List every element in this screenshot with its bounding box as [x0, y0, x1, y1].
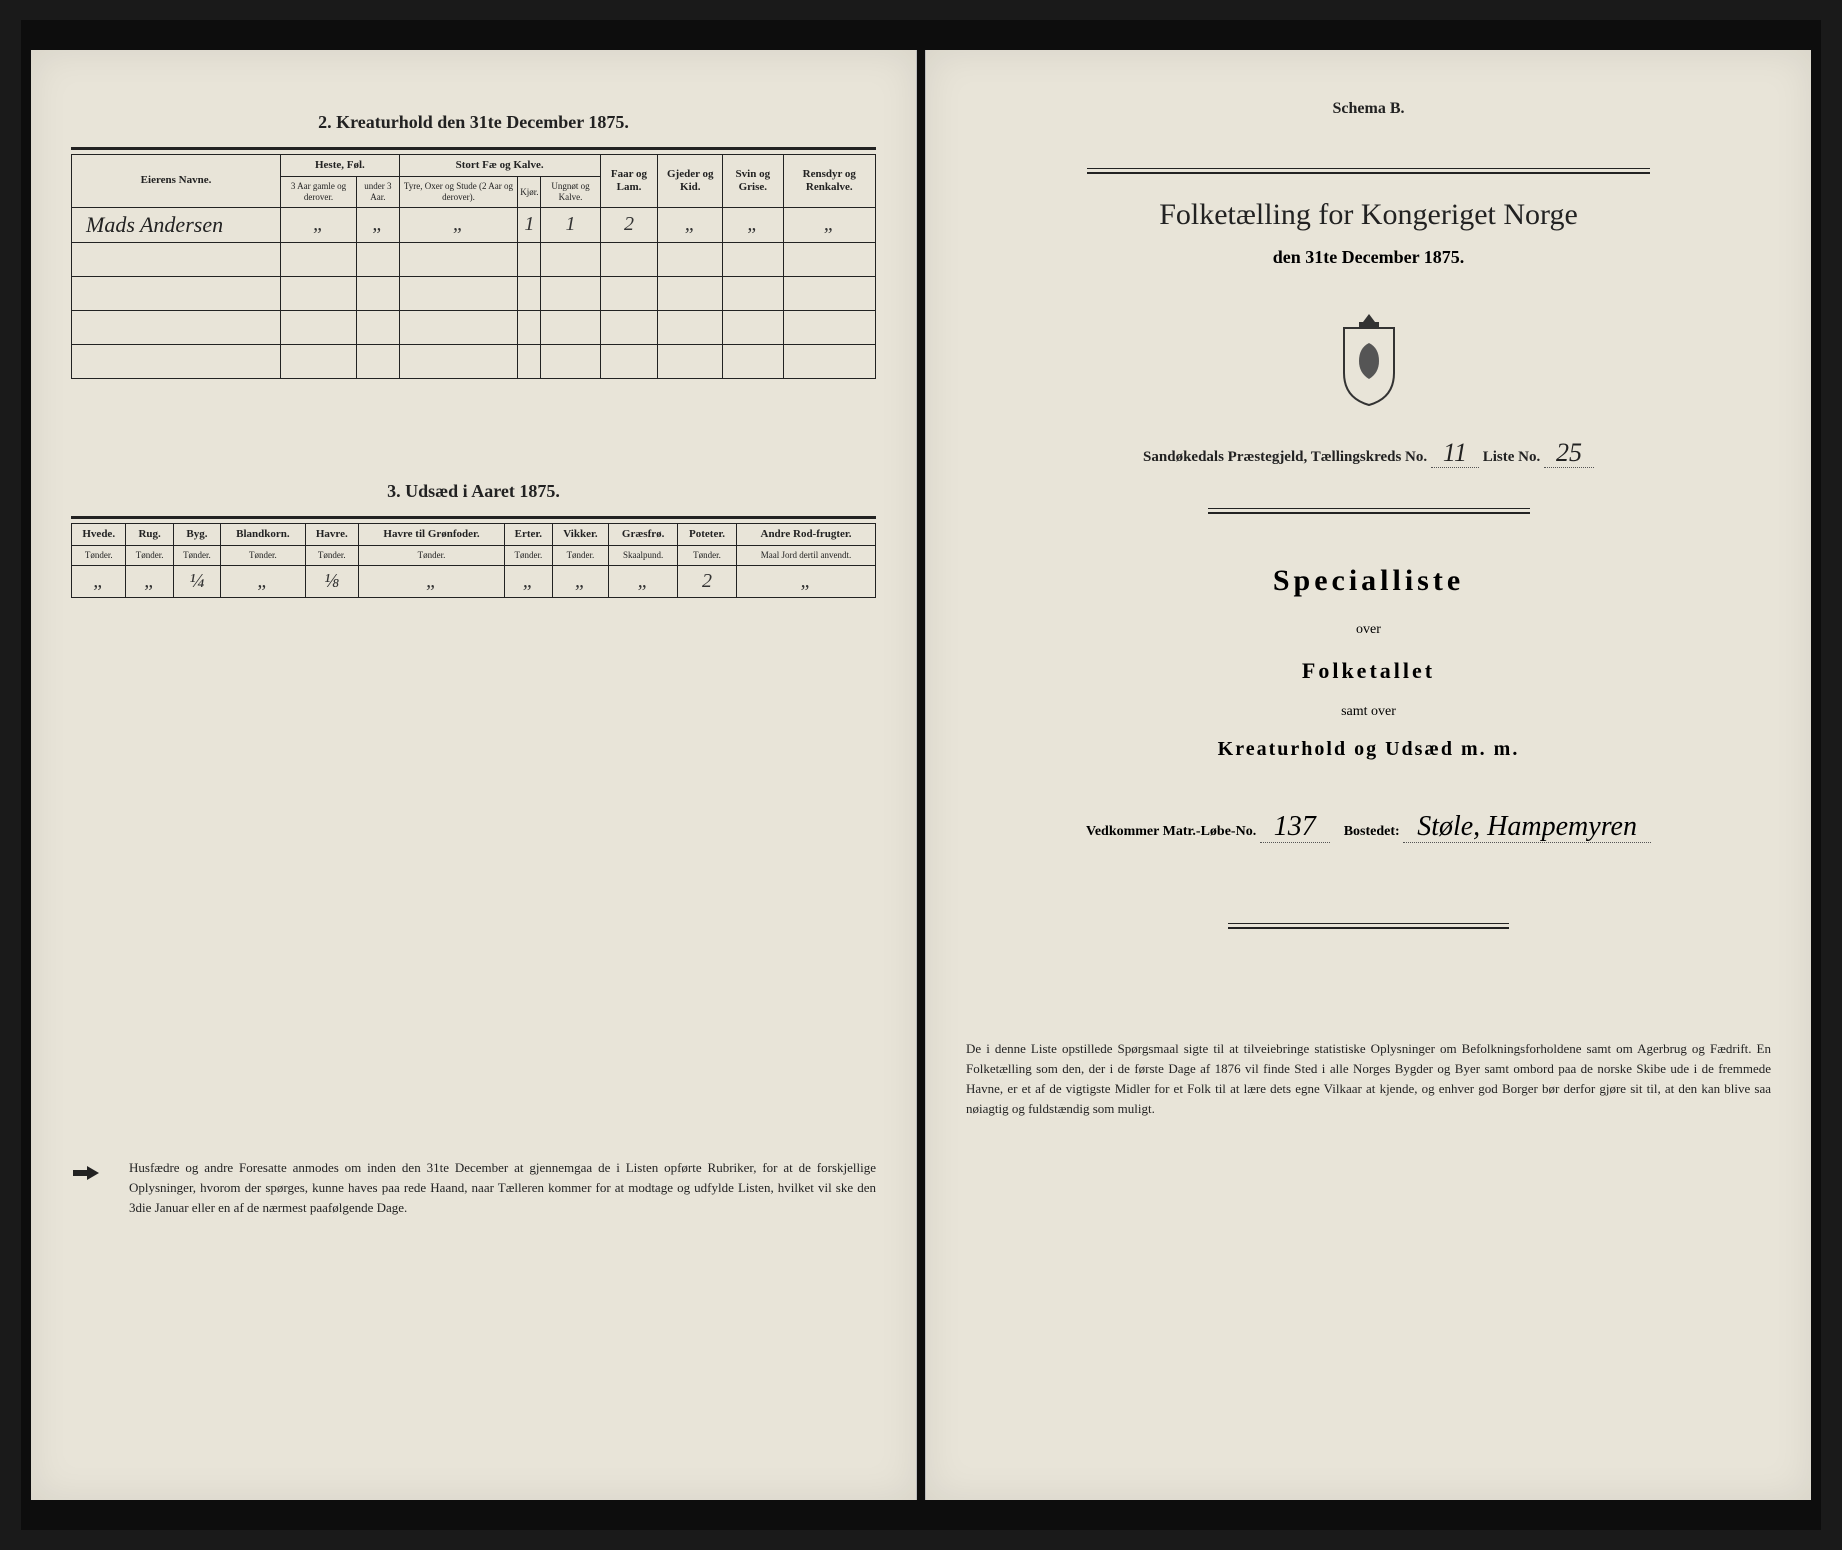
cell: „: [552, 565, 609, 597]
main-subtitle: den 31te December 1875.: [966, 247, 1771, 268]
cell: „: [399, 207, 518, 242]
unit: Tønder.: [72, 545, 126, 565]
rule-pair: [1087, 168, 1651, 174]
col-name: Eierens Navne.: [72, 155, 281, 208]
cell: „: [356, 207, 399, 242]
table-row: [72, 276, 876, 310]
folketallet-label: Folketallet: [966, 658, 1771, 684]
sub-stort1: Tyre, Oxer og Stude (2 Aar og derover).: [399, 177, 518, 208]
right-footnote: De i denne Liste opstillede Spørgsmaal s…: [966, 1039, 1771, 1120]
col: Havre.: [305, 523, 358, 545]
table-row: [72, 344, 876, 378]
liste-label: Liste No.: [1483, 449, 1541, 465]
col: Græsfrø.: [609, 523, 678, 545]
bosted-label: Bostedet:: [1344, 824, 1400, 839]
cell: ⅛: [305, 565, 358, 597]
rule-pair: [1228, 923, 1510, 929]
unit: Tønder.: [305, 545, 358, 565]
col: Blandkorn.: [221, 523, 306, 545]
col: Poteter.: [677, 523, 736, 545]
unit: Tønder.: [552, 545, 609, 565]
cell: „: [221, 565, 306, 597]
table-kreaturhold: Eierens Navne. Heste, Føl. Stort Fæ og K…: [71, 154, 876, 379]
cell: „: [609, 565, 678, 597]
table2-body: Mads Andersen „ „ „ 1 1 2 „ „ „: [72, 207, 876, 378]
table-udsaed: Hvede. Rug. Byg. Blandkorn. Havre. Havre…: [71, 523, 876, 598]
pointing-hand-icon: [71, 1162, 115, 1184]
cell: „: [658, 207, 723, 242]
district-prefix: Sandøkedals Præstegjeld, Tællingskreds N…: [1143, 449, 1427, 465]
kreds-no: 11: [1431, 438, 1479, 468]
col: Rug.: [126, 523, 173, 545]
right-page: Schema B. Folketælling for Kongeriget No…: [925, 50, 1811, 1500]
cell: „: [783, 207, 875, 242]
sub-heste2: under 3 Aar.: [356, 177, 399, 208]
col: Havre til Grønfoder.: [358, 523, 504, 545]
rule: [71, 516, 876, 519]
table-row: [72, 310, 876, 344]
book-spread: 2. Kreaturhold den 31te December 1875. E…: [21, 20, 1821, 1530]
section3-title: 3. Udsæd i Aaret 1875.: [71, 481, 876, 502]
unit: Maal Jord dertil anvendt.: [737, 545, 876, 565]
col: Erter.: [505, 523, 552, 545]
rule-pair: [1208, 508, 1530, 514]
rule: [71, 147, 876, 150]
schema-label: Schema B.: [966, 100, 1771, 118]
vedkommer-line: Vedkommer Matr.-Løbe-No. 137 Bostedet: S…: [966, 811, 1771, 843]
cell: „: [126, 565, 173, 597]
col-heste: Heste, Føl.: [281, 155, 400, 177]
bosted-value: Støle, Hampemyren: [1403, 811, 1651, 843]
cell: 1: [518, 207, 541, 242]
kreatur-label: Kreaturhold og Udsæd m. m.: [966, 738, 1771, 761]
coat-of-arms-icon: [1329, 308, 1409, 408]
unit: Tønder.: [221, 545, 306, 565]
liste-no: 25: [1544, 438, 1594, 468]
col: Vikker.: [552, 523, 609, 545]
cell-name: Mads Andersen: [72, 207, 281, 242]
matr-label: Vedkommer Matr.-Løbe-No.: [1086, 824, 1256, 839]
samt-label: samt over: [966, 704, 1771, 720]
footnote-text: Husfædre og andre Foresatte anmodes om i…: [129, 1158, 876, 1218]
district-line: Sandøkedals Præstegjeld, Tællingskreds N…: [966, 438, 1771, 468]
unit: Tønder.: [358, 545, 504, 565]
table-row: [72, 242, 876, 276]
unit: Tønder.: [677, 545, 736, 565]
sub-stort3: Ungnøt og Kalve.: [541, 177, 600, 208]
sub-heste1: 3 Aar gamle og derover.: [281, 177, 357, 208]
unit: Skaalpund.: [609, 545, 678, 565]
cell: „: [723, 207, 783, 242]
unit: Tønder.: [173, 545, 220, 565]
cell: 1: [541, 207, 600, 242]
unit: Tønder.: [505, 545, 552, 565]
table-row: Mads Andersen „ „ „ 1 1 2 „ „ „: [72, 207, 876, 242]
sub-stort2: Kjør.: [518, 177, 541, 208]
col-gjeder: Gjeder og Kid.: [658, 155, 723, 208]
col: Byg.: [173, 523, 220, 545]
col-rensdyr: Rensdyr og Renkalve.: [783, 155, 875, 208]
cell: „: [281, 207, 357, 242]
col-stort: Stort Fæ og Kalve.: [399, 155, 600, 177]
col-faar: Faar og Lam.: [600, 155, 658, 208]
cell: 2: [600, 207, 658, 242]
col-svin: Svin og Grise.: [723, 155, 783, 208]
over-label: over: [966, 622, 1771, 638]
main-title: Folketælling for Kongeriget Norge: [966, 192, 1771, 237]
col: Hvede.: [72, 523, 126, 545]
left-page: 2. Kreaturhold den 31te December 1875. E…: [31, 50, 917, 1500]
cell: 2: [677, 565, 736, 597]
cell: „: [72, 565, 126, 597]
table-row: „ „ ¼ „ ⅛ „ „ „ „ 2 „: [72, 565, 876, 597]
cell: „: [505, 565, 552, 597]
unit: Tønder.: [126, 545, 173, 565]
section2-title: 2. Kreaturhold den 31te December 1875.: [71, 112, 876, 133]
cell: „: [737, 565, 876, 597]
cell: ¼: [173, 565, 220, 597]
cell: „: [358, 565, 504, 597]
col: Andre Rod-frugter.: [737, 523, 876, 545]
specialliste-title: Specialliste: [966, 564, 1771, 598]
matr-no: 137: [1260, 811, 1330, 843]
left-footnote: Husfædre og andre Foresatte anmodes om i…: [71, 1158, 876, 1218]
